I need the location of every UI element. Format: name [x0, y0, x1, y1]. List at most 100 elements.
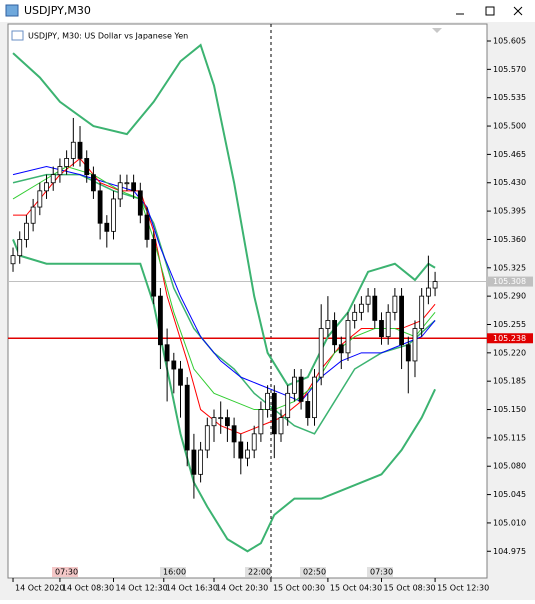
candle-body	[204, 425, 210, 451]
candle-body	[345, 320, 351, 354]
time-label-bg	[300, 567, 326, 577]
candle-body	[419, 295, 425, 329]
candle-body	[158, 295, 163, 346]
candle-body	[104, 222, 110, 232]
x-tick-label: 14 Oct 20:30	[216, 584, 268, 593]
candle-body	[251, 433, 257, 451]
y-tick-label: 105.290	[493, 292, 526, 301]
candle-body	[97, 190, 103, 224]
y-tick-label: 105.080	[493, 462, 526, 471]
plot-area	[7, 23, 488, 579]
candle-body	[412, 328, 418, 362]
candle-body	[198, 449, 204, 475]
candle-body	[164, 344, 170, 362]
candle-body	[285, 392, 291, 419]
y-tick-label: 104.975	[493, 547, 526, 556]
price-label-bg	[487, 276, 533, 287]
candle-body	[425, 287, 431, 297]
x-tick-label: 14 Oct 08:30	[62, 584, 114, 593]
candle-body	[432, 281, 438, 289]
y-tick-label: 105.010	[493, 518, 526, 527]
x-tick-label: 14 Oct 2020	[15, 584, 64, 593]
candle-body	[332, 320, 337, 346]
candle-body	[117, 182, 123, 200]
time-label-bg	[52, 567, 78, 577]
maximize-button[interactable]	[485, 6, 495, 16]
candle-body	[10, 255, 16, 265]
candle-body	[171, 360, 177, 370]
x-tick-label: 15 Oct 12:30	[437, 584, 489, 593]
candle-body	[57, 166, 63, 176]
candle-body	[24, 222, 29, 240]
title-bar	[0, 0, 535, 22]
time-label-bg	[160, 567, 186, 577]
x-tick-label: 15 Oct 00:30	[273, 584, 325, 593]
price-label-bg	[487, 333, 533, 344]
x-tick-label: 14 Oct 16:30	[166, 584, 218, 593]
candle-body	[399, 295, 404, 346]
candle-body	[218, 417, 224, 420]
candle-body	[278, 417, 284, 435]
y-tick-label: 105.255	[493, 320, 526, 329]
candle-body	[17, 239, 23, 257]
candle-body	[291, 376, 297, 394]
time-label: 07:30	[55, 568, 78, 577]
time-label: 22:00	[248, 568, 271, 577]
candle-body	[318, 328, 324, 378]
candle-body	[245, 449, 250, 459]
time-label-bg	[245, 567, 271, 577]
candle-body	[365, 295, 371, 305]
candle-body	[91, 174, 96, 192]
indicator-line	[12, 166, 436, 411]
candle-body	[405, 344, 411, 362]
candle-body	[385, 311, 391, 338]
y-tick-label: 105.605	[493, 37, 526, 46]
candle-body	[50, 174, 56, 184]
x-tick-label: 15 Oct 08:30	[383, 584, 435, 593]
y-tick-label: 105.430	[493, 178, 526, 187]
candle-body	[225, 417, 230, 427]
y-tick-label: 105.570	[493, 65, 526, 74]
candle-body	[298, 376, 304, 402]
y-tick-label: 105.360	[493, 235, 526, 244]
y-tick-label: 105.465	[493, 150, 526, 159]
close-button[interactable]	[513, 6, 523, 16]
candle-body	[137, 190, 143, 216]
window-icon	[5, 4, 19, 17]
time-label-bg	[367, 567, 393, 577]
y-tick-label: 105.325	[493, 263, 526, 272]
time-label: 02:50	[303, 568, 326, 577]
y-tick-label: 105.115	[493, 433, 526, 442]
time-label: 16:00	[163, 568, 186, 577]
candle-body	[124, 182, 130, 185]
candle-body	[258, 409, 264, 435]
candle-body	[312, 376, 317, 419]
chart-title: USDJPY, M30: US Dollar vs Japanese Yen	[28, 32, 188, 41]
candle-body	[64, 158, 70, 167]
candle-body	[191, 449, 197, 475]
candle-body	[37, 190, 43, 208]
candle-body	[231, 425, 237, 443]
candle-body	[84, 158, 90, 176]
y-tick-label: 105.500	[493, 122, 526, 131]
candle-body	[184, 384, 190, 451]
candle-body	[151, 239, 157, 297]
candle-body	[372, 295, 378, 321]
candle-body	[178, 368, 183, 386]
chart-icon	[11, 30, 24, 41]
candle-body	[265, 392, 270, 410]
candle-body	[338, 344, 344, 354]
price-label: 105.238	[493, 334, 526, 343]
candle-body	[44, 182, 49, 192]
candle-body	[352, 311, 358, 321]
candle-body	[305, 401, 311, 419]
candle-body	[238, 441, 244, 459]
indicator-line	[12, 239, 436, 553]
x-tick-label: 15 Oct 04:30	[330, 584, 382, 593]
x-tick-label: 14 Oct 12:30	[116, 584, 168, 593]
y-tick-label: 105.535	[493, 93, 526, 102]
time-label: 07:30	[370, 568, 393, 577]
candle-body	[70, 141, 76, 159]
indicator-line	[12, 166, 436, 403]
